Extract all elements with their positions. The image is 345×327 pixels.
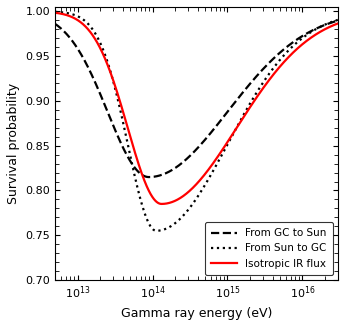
From Sun to GC: [64, 11, 68, 15]
Isotropic IR flux: [329, 24, 334, 28]
From Sun to GC: [329, 20, 334, 24]
From Sun to GC: [338, 17, 342, 21]
Isotropic IR flux: [277, 66, 281, 70]
From GC to Sun: [277, 52, 281, 56]
From GC to Sun: [49, 20, 53, 24]
Line: Isotropic IR flux: Isotropic IR flux: [51, 12, 340, 204]
From Sun to GC: [49, 10, 53, 14]
From GC to Sun: [190, 152, 194, 156]
From Sun to GC: [182, 213, 186, 216]
Isotropic IR flux: [49, 10, 53, 14]
From Sun to GC: [277, 60, 281, 63]
Isotropic IR flux: [190, 187, 194, 191]
From Sun to GC: [190, 203, 194, 207]
Line: From Sun to GC: From Sun to GC: [51, 12, 340, 231]
From GC to Sun: [329, 21, 334, 25]
Isotropic IR flux: [64, 13, 68, 17]
From Sun to GC: [329, 20, 334, 24]
Isotropic IR flux: [182, 193, 186, 197]
Legend: From GC to Sun, From Sun to GC, Isotropic IR flux: From GC to Sun, From Sun to GC, Isotropi…: [205, 222, 333, 275]
From GC to Sun: [64, 32, 68, 36]
Line: From GC to Sun: From GC to Sun: [51, 20, 340, 177]
Isotropic IR flux: [159, 202, 164, 206]
From GC to Sun: [147, 175, 151, 179]
From Sun to GC: [154, 229, 158, 233]
X-axis label: Gamma ray energy (eV): Gamma ray energy (eV): [121, 307, 272, 320]
Isotropic IR flux: [329, 24, 334, 28]
Isotropic IR flux: [338, 21, 342, 25]
From GC to Sun: [338, 18, 342, 22]
From GC to Sun: [329, 21, 334, 25]
Y-axis label: Survival probability: Survival probability: [7, 83, 20, 204]
From GC to Sun: [182, 159, 186, 163]
